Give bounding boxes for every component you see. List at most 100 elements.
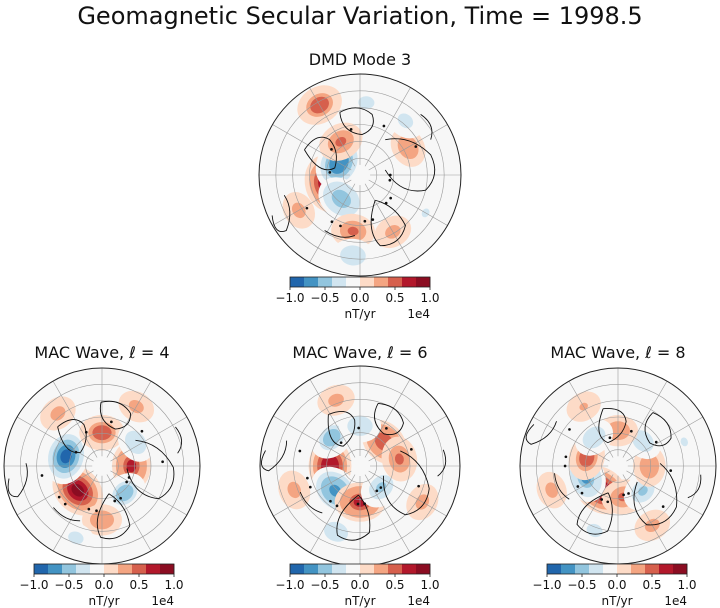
colorbar-swatch <box>318 277 333 287</box>
colorbar-tick-label: 1.0 <box>164 578 183 592</box>
colorbar-tick-label: −0.5 <box>310 291 339 305</box>
colorbar-tick-label: −1.0 <box>275 578 304 592</box>
colorbar-swatch <box>374 277 389 287</box>
colorbar-multiplier: 1e4 <box>664 594 687 608</box>
graticule <box>259 74 461 276</box>
figure-title: Geomagnetic Secular Variation, Time = 19… <box>77 2 643 30</box>
colorbar-tick-label: −0.5 <box>567 578 596 592</box>
colorbar-swatch <box>332 564 347 574</box>
colorbar-tick-label: 0.5 <box>385 578 404 592</box>
colorbar-swatch <box>90 564 105 574</box>
colorbar-swatch <box>304 277 319 287</box>
colorbar-swatch <box>416 564 431 574</box>
colorbar-unit-label: nT/yr <box>344 307 375 321</box>
panel-title-mac-wave-l8: MAC Wave, ℓ = 8 <box>550 343 686 362</box>
colorbar-swatch <box>547 564 562 574</box>
colorbar-tick-label: 1.0 <box>420 578 439 592</box>
colorbar-tick-label: 0.0 <box>607 578 626 592</box>
colorbar-multiplier: 1e4 <box>407 307 430 321</box>
coastlines <box>0 379 190 553</box>
colorbar-swatch <box>645 564 660 574</box>
colorbar-swatch <box>332 277 347 287</box>
panel-title-mac-wave-l4: MAC Wave, ℓ = 4 <box>34 343 170 362</box>
colorbar-tick-label: −0.5 <box>54 578 83 592</box>
colorbar-tick-label: −1.0 <box>275 291 304 305</box>
coastlines <box>516 362 714 566</box>
globe-outline <box>258 73 462 277</box>
colorbar-tick-label: 0.5 <box>385 291 404 305</box>
anomaly-blob <box>43 428 89 485</box>
graticule <box>520 368 716 564</box>
colorbar-swatch <box>575 564 590 574</box>
anomaly-blob <box>536 471 567 509</box>
colorbar-tick-label: −0.5 <box>310 578 339 592</box>
anomaly-blob <box>669 424 699 460</box>
colorbar-mac-wave-l4: −1.0 −0.5 0.0 0.5 1.0 nT/yr 1e4 <box>19 563 184 608</box>
colorbar-swatch <box>76 564 91 574</box>
colorbar-swatch <box>589 564 604 574</box>
colorbar-swatch <box>659 564 674 574</box>
colorbar-multiplier: 1e4 <box>407 594 430 608</box>
colorbar-tick-label: 0.0 <box>350 291 369 305</box>
map-panel-dmd-mode-3 <box>258 73 462 277</box>
colorbar-tick-label: 0.0 <box>94 578 113 592</box>
coastlines <box>272 108 435 246</box>
colorbar-swatch <box>62 564 77 574</box>
colorbar-swatch <box>360 277 375 287</box>
colorbar-tick-label: −1.0 <box>532 578 561 592</box>
colorbar-unit-label: nT/yr <box>88 594 119 608</box>
colorbar-swatch <box>48 564 63 574</box>
graticule <box>4 368 200 564</box>
anomaly-blob <box>347 87 386 118</box>
colorbar-swatch <box>34 564 49 574</box>
anomaly-blob <box>331 238 375 273</box>
colorbar-mac-wave-l8: −1.0 −0.5 0.0 0.5 1.0 nT/yr 1e4 <box>532 563 697 608</box>
anomaly-blob <box>317 384 355 416</box>
coastlines <box>256 362 459 565</box>
anomaly-blob <box>278 470 311 510</box>
anomaly-blob <box>57 522 95 554</box>
anomaly-blob <box>103 473 146 514</box>
map-panel-mac-wave-l4 <box>0 367 201 565</box>
colorbar-swatch <box>388 277 403 287</box>
colorbar-swatch <box>402 277 417 287</box>
colorbar-swatch <box>346 277 361 287</box>
colorbar-unit-label: nT/yr <box>344 594 375 608</box>
colorbar-swatch <box>631 564 646 574</box>
anomaly-blob <box>575 419 614 456</box>
colorbar-mac-wave-l6: −1.0 −0.5 0.0 0.5 1.0 nT/yr 1e4 <box>275 563 440 608</box>
colorbar-swatch <box>617 564 632 574</box>
colorbar-unit-label: nT/yr <box>601 594 632 608</box>
anomaly-blob <box>117 423 154 462</box>
colorbar-multiplier: 1e4 <box>151 594 174 608</box>
colorbar-swatch <box>290 277 305 287</box>
colorbar-swatch <box>374 564 389 574</box>
map-panel-mac-wave-l6 <box>256 362 461 567</box>
colorbar-swatch <box>603 564 618 574</box>
colorbar-tick-label: 0.5 <box>129 578 148 592</box>
colorbar-swatch <box>146 564 161 574</box>
colorbar-tick-label: 0.0 <box>350 578 369 592</box>
colorbar-swatch <box>416 277 431 287</box>
colorbar-swatch <box>388 564 403 574</box>
colorbar-swatch <box>104 564 119 574</box>
colorbar-swatch <box>402 564 417 574</box>
colorbar-tick-label: 1.0 <box>677 578 696 592</box>
colorbar-swatch <box>118 564 133 574</box>
colorbar-swatch <box>132 564 147 574</box>
colorbar-swatch <box>304 564 319 574</box>
colorbar-swatch <box>561 564 576 574</box>
colorbar-swatch <box>318 564 333 574</box>
colorbar-swatch <box>160 564 175 574</box>
colorbar-tick-label: −1.0 <box>19 578 48 592</box>
colorbar-swatch <box>360 564 375 574</box>
panel-title-mac-wave-l6: MAC Wave, ℓ = 6 <box>292 343 428 362</box>
colorbar-tick-label: 0.5 <box>642 578 661 592</box>
colorbar-swatch <box>673 564 688 574</box>
colorbar-swatch <box>346 564 361 574</box>
colorbar-tick-label: 1.0 <box>420 291 439 305</box>
colorbar-swatch <box>290 564 305 574</box>
colorbar-dmd-mode-3: −1.0 −0.5 0.0 0.5 1.0 nT/yr 1e4 <box>275 276 440 321</box>
map-panel-mac-wave-l8 <box>516 362 717 566</box>
panel-title-dmd-mode-3: DMD Mode 3 <box>308 50 412 69</box>
